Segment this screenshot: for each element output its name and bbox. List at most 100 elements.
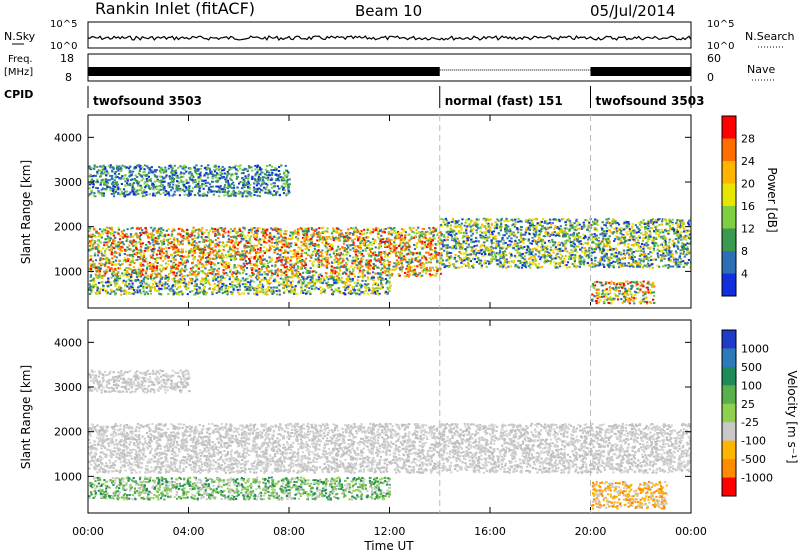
power-echo-cell (174, 255, 176, 257)
power-echo-cell (250, 235, 252, 237)
power-echo-cell (297, 246, 299, 248)
power-echo-cell (132, 285, 134, 287)
power-echo-cell (454, 254, 456, 256)
power-echo-cell (130, 276, 132, 278)
power-echo-cell (208, 282, 210, 284)
power-echo-cell (290, 282, 292, 284)
power-echo-cell (349, 249, 351, 251)
power-echo-cell (188, 252, 190, 254)
power-echo-cell (279, 194, 281, 196)
power-echo-cell (89, 187, 91, 189)
power-echo-cell (248, 246, 250, 248)
power-echo-cell (297, 251, 299, 253)
power-echo-cell (225, 254, 227, 256)
power-echo-cell (390, 239, 392, 241)
power-echo-cell (200, 168, 202, 170)
power-echo-cell (176, 190, 178, 192)
power-echo-cell (140, 227, 142, 229)
power-echo-cell (124, 253, 126, 255)
power-echo-cell (165, 263, 167, 265)
power-echo-cell (270, 234, 272, 236)
power-echo-cell (161, 255, 163, 257)
power-echo-cell (359, 231, 361, 233)
power-echo-cell (281, 259, 283, 261)
power-echo-cell (163, 242, 165, 244)
power-echo-cell (309, 245, 311, 247)
power-echo-cell (182, 230, 184, 232)
power-echo-cell (338, 237, 340, 239)
power-echo-cell (404, 257, 406, 259)
power-echo-cell (276, 293, 278, 295)
power-echo-cell (228, 286, 230, 288)
power-echo-cell (209, 183, 211, 185)
power-echo-cell (183, 184, 185, 186)
power-echo-cell (391, 273, 393, 275)
power-echo-cell (101, 277, 103, 279)
power-echo-cell (352, 244, 354, 246)
power-echo-cell (220, 278, 222, 280)
power-echo-cell (139, 168, 141, 170)
power-echo-cell (399, 269, 401, 271)
power-echo-cell (106, 186, 108, 188)
power-echo-cell (391, 234, 393, 236)
power-echo-cell (107, 238, 109, 240)
power-echo-cell (106, 244, 108, 246)
power-echo-cell (294, 230, 296, 232)
power-echo-cell (184, 270, 186, 272)
power-echo-cell (220, 168, 222, 170)
power-echo-cell (88, 230, 90, 232)
power-echo-cell (264, 173, 266, 175)
power-echo-cell (199, 188, 201, 190)
power-echo-cell (400, 266, 402, 268)
power-echo-cell (416, 242, 418, 244)
power-echo-cell (154, 290, 156, 292)
power-echo-cell (208, 288, 210, 290)
power-echo-cell (424, 244, 426, 246)
power-echo-cell (313, 232, 315, 234)
power-echo-cell (135, 175, 137, 177)
power-echo-cell (347, 228, 349, 230)
power-echo-cell (241, 231, 243, 233)
power-echo-cell (89, 286, 91, 288)
power-echo-cell (432, 227, 434, 229)
power-echo-cell (214, 249, 216, 251)
power-echo-cell (265, 267, 267, 269)
power-echo-cell (173, 263, 175, 265)
power-echo-cell (124, 269, 126, 271)
power-echo-cell (259, 256, 261, 258)
power-echo-cell (221, 241, 223, 243)
power-echo-cell (162, 283, 164, 285)
power-echo-cell (194, 274, 196, 276)
power-echo-cell (107, 285, 109, 287)
power-echo-cell (291, 286, 293, 288)
power-echo-cell (255, 232, 257, 234)
power-echo-cell (152, 257, 154, 259)
power-echo-cell (173, 170, 175, 172)
power-echo-cell (94, 236, 96, 238)
power-echo-cell (266, 260, 268, 262)
power-echo-cell (407, 271, 409, 273)
power-echo-cell (270, 289, 272, 291)
power-echo-cell (139, 238, 141, 240)
power-echo-cell (307, 240, 309, 242)
power-echo-cell (126, 254, 128, 256)
power-echo-cell (193, 227, 195, 229)
power-echo-cell (297, 253, 299, 255)
power-echo-cell (143, 174, 145, 176)
power-echo-cell (212, 177, 214, 179)
power-echo-cell (111, 227, 113, 229)
power-echo-cell (220, 174, 222, 176)
power-echo-cell (323, 291, 325, 293)
power-echo-cell (426, 240, 428, 242)
power-echo-cell (94, 254, 96, 256)
power-echo-cell (385, 278, 387, 280)
power-echo-cell (314, 274, 316, 276)
power-echo-cell (559, 265, 561, 267)
power-echo-cell (403, 255, 405, 257)
power-echo-cell (152, 189, 154, 191)
power-echo-cell (164, 278, 166, 280)
power-echo-cell (180, 282, 182, 284)
power-echo-cell (246, 263, 248, 265)
power-echo-cell (248, 174, 250, 176)
power-echo-cell (343, 243, 345, 245)
